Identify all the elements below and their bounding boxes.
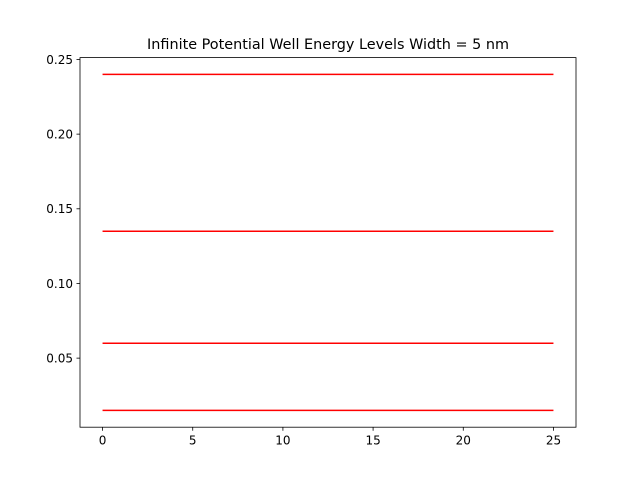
y-tick-label: 0.15 [46,202,73,216]
y-tick-label: 0.05 [46,351,73,365]
x-tick-label: 5 [189,434,197,448]
x-tick-label: 10 [275,434,290,448]
plot-frame [79,57,577,428]
x-tick-label: 0 [99,434,107,448]
y-tick-label: 0.25 [46,53,73,67]
x-tick-label: 15 [365,434,380,448]
y-tick-label: 0.10 [46,277,73,291]
axes-layer: 0 5 10 15 20 25 0.05 0.10 0.15 0.20 0.25 [46,53,577,448]
x-tick-label: 25 [546,434,561,448]
x-tick-label: 20 [456,434,471,448]
chart-title: Infinite Potential Well Energy Levels Wi… [147,37,509,53]
series-layer [102,73,554,412]
y-tick-label: 0.20 [46,127,73,141]
